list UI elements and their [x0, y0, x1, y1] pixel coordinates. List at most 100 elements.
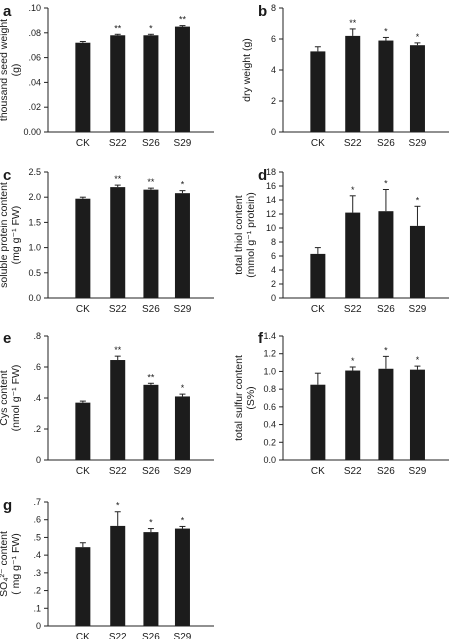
y-tick-label: 0.00: [23, 127, 41, 137]
x-category-label: CK: [311, 138, 325, 149]
y-tick-label: 14: [266, 195, 276, 205]
x-category-label: CK: [311, 466, 325, 477]
y-tick-label: 0.2: [263, 437, 276, 447]
y-tick-label: 0.5: [28, 268, 41, 278]
bar: [345, 370, 361, 460]
y-tick-label: .06: [28, 53, 41, 63]
y-tick-label: 1.4: [263, 331, 276, 341]
significance-marker: **: [114, 23, 122, 33]
bar: [75, 42, 91, 132]
panel-c: c 0.0 0.5 1.0 1.5 2.0 2.5 soluble protein conte…: [0, 167, 214, 315]
panel-f: f 0.0 0.2 0.4 0.6 0.8 1.0 1.2 1.4 total sulfur co…: [233, 330, 449, 477]
y-tick-label: .3: [33, 568, 41, 578]
y-tick-label: 6: [271, 251, 276, 261]
bar: [143, 532, 159, 626]
y-tick-label: 18: [266, 167, 276, 177]
y-tick-label: 8: [271, 237, 276, 247]
panel-letter: b: [258, 3, 267, 20]
x-category-label: S26: [142, 632, 160, 639]
bar: [345, 212, 361, 298]
x-category-label: S26: [377, 466, 395, 477]
bar: [75, 198, 91, 298]
bar: [143, 384, 159, 460]
y-tick-label: .6: [33, 362, 41, 372]
y-axis-title-line: (g): [10, 64, 22, 77]
panel-letter: e: [3, 330, 11, 347]
y-tick-label: 4: [271, 265, 276, 275]
y-tick-label: .10: [28, 3, 41, 13]
y-tick-label: 0: [36, 455, 41, 465]
x-category-label: S22: [109, 138, 127, 149]
y-axis-title: Cys content(nmol g⁻¹ FW): [0, 365, 22, 432]
y-tick-label: 0.0: [263, 455, 276, 465]
y-tick-label: 4: [271, 65, 276, 75]
bar: [143, 35, 159, 132]
y-tick-label: .7: [33, 497, 41, 507]
y-tick-label: 2.0: [28, 192, 41, 202]
y-tick-label: 6: [271, 34, 276, 44]
x-category-label: S29: [409, 466, 427, 477]
y-tick-label: .4: [33, 550, 41, 560]
bar: [378, 40, 394, 132]
panel-g: g 0 .1 .2 .3 .4 .5 .6 .7 SO₄²⁻ content( mg g⁻¹ FW…: [0, 497, 214, 639]
y-tick-label: .08: [28, 28, 41, 38]
x-category-label: S26: [377, 304, 395, 315]
y-axis-title: thousand seed weight(g): [0, 19, 22, 121]
y-axis-title-line: ( mg g⁻¹ FW): [10, 533, 22, 595]
x-category-label: S29: [174, 138, 192, 149]
y-axis-title-line: total sulfur content: [233, 355, 245, 441]
x-category-label: CK: [311, 304, 325, 315]
x-category-label: CK: [76, 466, 90, 477]
x-category-label: S26: [377, 138, 395, 149]
significance-marker: *: [181, 383, 185, 393]
y-axis-title-line: total thiol content: [233, 195, 245, 274]
x-category-label: CK: [76, 304, 90, 315]
bar: [310, 253, 326, 298]
significance-marker: *: [351, 356, 355, 366]
y-tick-label: .04: [28, 77, 41, 87]
y-axis-title: soluble protein content(mg g⁻¹ FW): [0, 182, 22, 288]
y-tick-label: 8: [271, 3, 276, 13]
y-axis-title-line: (nmol g⁻¹ FW): [10, 365, 22, 432]
y-tick-label: .5: [33, 532, 41, 542]
significance-marker: **: [114, 345, 122, 355]
bar: [110, 35, 126, 132]
significance-marker: *: [384, 345, 388, 355]
y-axis-title-line: Cys content: [0, 370, 10, 426]
x-category-label: S26: [142, 138, 160, 149]
x-category-label: S26: [142, 466, 160, 477]
significance-marker: *: [181, 180, 185, 190]
bar: [378, 211, 394, 298]
y-tick-label: .2: [33, 586, 41, 596]
significance-marker: **: [114, 174, 122, 184]
x-category-label: S22: [344, 138, 362, 149]
x-category-label: CK: [76, 632, 90, 639]
panel-letter: f: [258, 330, 264, 347]
y-tick-label: 0: [271, 293, 276, 303]
y-tick-label: 1.0: [263, 366, 276, 376]
bar: [174, 528, 190, 626]
y-axis-title-line: (mg g⁻¹ FW): [10, 206, 22, 265]
y-tick-label: 2: [271, 96, 276, 106]
y-tick-label: 1.2: [263, 349, 276, 359]
y-axis-title-line: (S%): [245, 386, 257, 409]
significance-marker: **: [179, 15, 187, 25]
bar: [409, 225, 425, 298]
significance-marker: *: [181, 515, 185, 525]
significance-marker: *: [416, 32, 420, 42]
y-tick-label: 1.5: [28, 217, 41, 227]
x-category-label: CK: [76, 138, 90, 149]
bar: [409, 45, 425, 133]
significance-marker: *: [116, 501, 120, 511]
significance-marker: *: [384, 26, 388, 36]
y-axis-title-line: soluble protein content: [0, 182, 10, 288]
y-tick-label: 2: [271, 279, 276, 289]
y-tick-label: 16: [266, 181, 276, 191]
significance-marker: *: [351, 185, 355, 195]
y-tick-label: 0: [271, 127, 276, 137]
panel-letter: d: [258, 167, 267, 184]
x-category-label: S22: [109, 304, 127, 315]
bar: [378, 368, 394, 460]
x-category-label: S22: [109, 632, 127, 639]
